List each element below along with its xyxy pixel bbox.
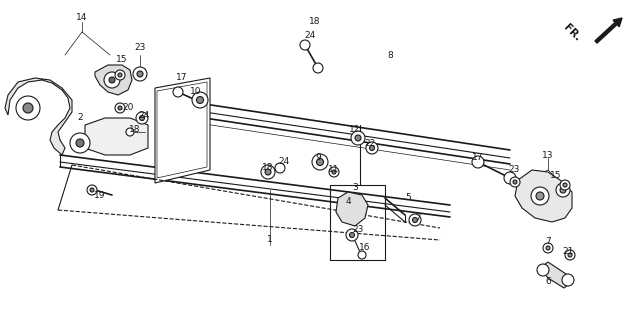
Polygon shape: [5, 78, 72, 155]
Text: 21: 21: [562, 247, 574, 257]
Circle shape: [136, 112, 148, 124]
Text: 19: 19: [94, 190, 106, 199]
Circle shape: [126, 128, 134, 136]
Text: 23: 23: [134, 44, 146, 52]
Circle shape: [133, 67, 147, 81]
Circle shape: [504, 172, 516, 184]
Circle shape: [16, 96, 40, 120]
Text: 5: 5: [405, 194, 411, 203]
Circle shape: [369, 146, 375, 150]
Circle shape: [537, 264, 549, 276]
Polygon shape: [95, 65, 132, 95]
Text: 23: 23: [508, 165, 520, 174]
Circle shape: [192, 92, 208, 108]
Circle shape: [87, 185, 97, 195]
Text: 6: 6: [545, 277, 551, 286]
Text: 18: 18: [262, 164, 274, 172]
Circle shape: [312, 154, 328, 170]
Text: 9: 9: [315, 154, 321, 163]
Text: 18: 18: [129, 125, 141, 134]
Circle shape: [413, 218, 417, 222]
Circle shape: [560, 187, 566, 193]
Text: 13: 13: [542, 150, 554, 159]
Text: 24: 24: [278, 157, 290, 166]
Polygon shape: [336, 192, 368, 226]
Circle shape: [531, 187, 549, 205]
Circle shape: [275, 163, 285, 173]
Circle shape: [510, 177, 520, 187]
Polygon shape: [515, 170, 572, 222]
Text: 7: 7: [545, 237, 551, 246]
Circle shape: [76, 139, 84, 147]
Circle shape: [118, 73, 122, 77]
Circle shape: [317, 158, 324, 165]
Text: 17: 17: [176, 74, 188, 83]
Circle shape: [137, 71, 143, 77]
Circle shape: [543, 243, 553, 253]
Text: 15: 15: [550, 171, 562, 180]
Circle shape: [562, 274, 574, 286]
Circle shape: [115, 103, 125, 113]
Polygon shape: [85, 118, 148, 155]
Text: 10: 10: [190, 87, 202, 97]
Circle shape: [366, 142, 378, 154]
Circle shape: [115, 70, 125, 80]
Circle shape: [300, 40, 310, 50]
Text: 3: 3: [352, 183, 358, 193]
Text: 22: 22: [364, 139, 376, 148]
Circle shape: [546, 246, 550, 250]
Text: 18: 18: [309, 18, 321, 27]
Circle shape: [265, 169, 271, 175]
Circle shape: [329, 167, 339, 177]
Circle shape: [173, 87, 183, 97]
Circle shape: [70, 133, 90, 153]
Circle shape: [90, 188, 94, 192]
Text: 23: 23: [352, 226, 364, 235]
Circle shape: [513, 180, 517, 184]
Text: FR.: FR.: [561, 23, 582, 44]
Circle shape: [23, 103, 33, 113]
Circle shape: [261, 165, 275, 179]
Circle shape: [556, 183, 570, 197]
Circle shape: [536, 192, 544, 200]
Text: 14: 14: [76, 13, 88, 22]
Text: 15: 15: [116, 55, 128, 65]
Circle shape: [568, 253, 572, 257]
Circle shape: [104, 72, 120, 88]
Polygon shape: [540, 262, 572, 288]
Text: 20: 20: [122, 103, 134, 113]
FancyArrow shape: [595, 18, 622, 43]
Text: 16: 16: [359, 244, 371, 252]
Text: 12: 12: [349, 125, 361, 134]
Circle shape: [350, 233, 355, 237]
Circle shape: [346, 229, 358, 241]
Circle shape: [563, 183, 567, 187]
Text: 1: 1: [267, 236, 273, 244]
Circle shape: [355, 135, 361, 141]
Circle shape: [358, 251, 366, 259]
Circle shape: [409, 214, 421, 226]
Circle shape: [109, 77, 115, 83]
Text: 24: 24: [304, 30, 315, 39]
Text: 11: 11: [328, 165, 340, 174]
Circle shape: [195, 97, 205, 107]
Text: 24: 24: [138, 111, 150, 121]
Circle shape: [118, 106, 122, 110]
Text: 7: 7: [415, 213, 421, 222]
Text: 2: 2: [77, 114, 83, 123]
Text: 17: 17: [472, 154, 483, 163]
Circle shape: [140, 116, 145, 121]
Circle shape: [560, 180, 570, 190]
Text: 4: 4: [345, 197, 351, 206]
Circle shape: [472, 156, 484, 168]
Circle shape: [313, 63, 323, 73]
Polygon shape: [155, 78, 210, 183]
Circle shape: [196, 97, 203, 103]
Circle shape: [332, 170, 336, 174]
Circle shape: [351, 131, 365, 145]
Text: 8: 8: [387, 51, 393, 60]
Circle shape: [565, 250, 575, 260]
